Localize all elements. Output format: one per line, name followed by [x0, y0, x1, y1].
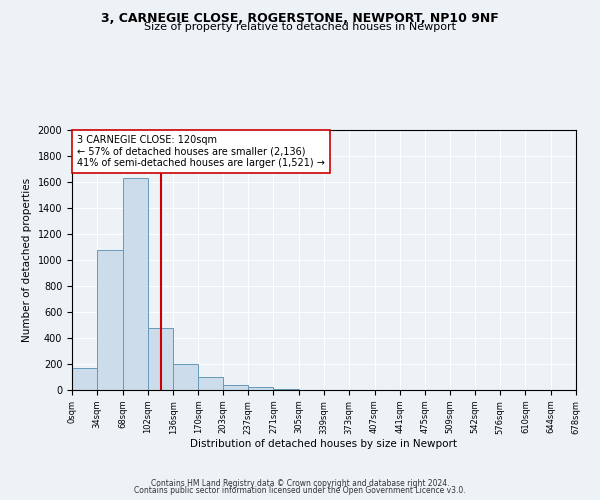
- Text: 3 CARNEGIE CLOSE: 120sqm
← 57% of detached houses are smaller (2,136)
41% of sem: 3 CARNEGIE CLOSE: 120sqm ← 57% of detach…: [77, 135, 325, 168]
- Bar: [173, 364, 199, 390]
- Bar: [199, 377, 223, 390]
- Bar: [97, 250, 122, 390]
- Bar: [122, 178, 148, 390]
- Bar: [223, 386, 248, 390]
- Text: Contains public sector information licensed under the Open Government Licence v3: Contains public sector information licen…: [134, 486, 466, 495]
- Bar: [148, 328, 173, 390]
- Text: Contains HM Land Registry data © Crown copyright and database right 2024.: Contains HM Land Registry data © Crown c…: [151, 478, 449, 488]
- X-axis label: Distribution of detached houses by size in Newport: Distribution of detached houses by size …: [191, 440, 458, 450]
- Text: Size of property relative to detached houses in Newport: Size of property relative to detached ho…: [144, 22, 456, 32]
- Bar: [274, 388, 299, 390]
- Text: 3, CARNEGIE CLOSE, ROGERSTONE, NEWPORT, NP10 9NF: 3, CARNEGIE CLOSE, ROGERSTONE, NEWPORT, …: [101, 12, 499, 26]
- Bar: [72, 368, 97, 390]
- Bar: [248, 388, 274, 390]
- Y-axis label: Number of detached properties: Number of detached properties: [22, 178, 32, 342]
